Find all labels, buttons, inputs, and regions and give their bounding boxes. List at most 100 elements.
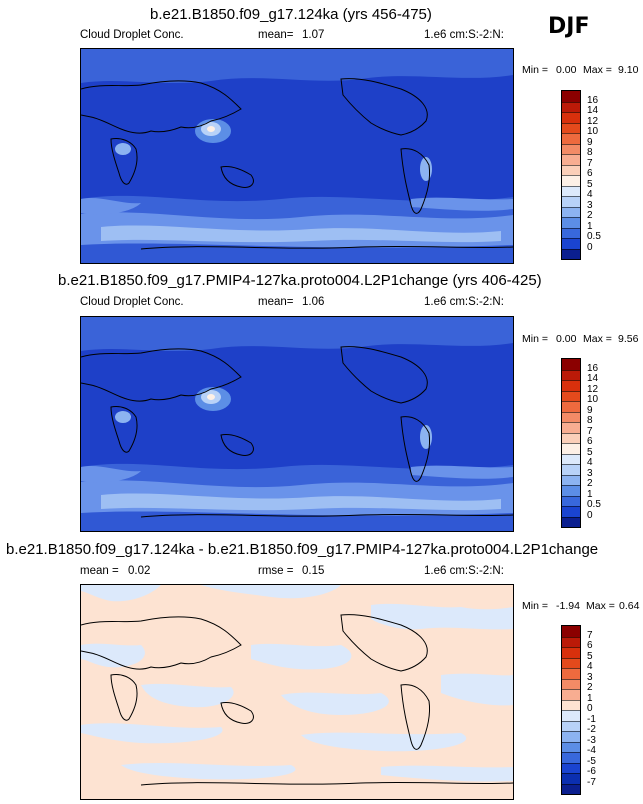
- colorbar-tick-label: 12: [587, 383, 599, 395]
- colorbar-segment: [562, 720, 580, 731]
- panel2-colorbar: [561, 358, 581, 528]
- colorbar-segment: [562, 175, 580, 186]
- colorbar-tick-label: -5: [587, 755, 596, 767]
- colorbar-segment: [562, 206, 580, 217]
- colorbar-segment: [562, 506, 580, 517]
- panel2-max-label: Max =: [583, 333, 612, 345]
- colorbar-segment: [562, 422, 580, 433]
- colorbar-tick-label: 5: [587, 446, 593, 458]
- panel1-mean-value: 1.07: [302, 29, 325, 41]
- colorbar-segment: [562, 464, 580, 475]
- season-label: DJF: [548, 14, 590, 39]
- panel3-min-label: Min =: [522, 600, 548, 612]
- colorbar-segment: [562, 91, 580, 102]
- colorbar-segment: [562, 238, 580, 249]
- colorbar-tick-label: -7: [587, 776, 596, 788]
- colorbar-tick-label: 14: [587, 105, 599, 116]
- colorbar-tick-label: -3: [587, 734, 596, 746]
- panel1-max-label: Max =: [583, 64, 612, 76]
- panel1-min-value: 0.00: [556, 64, 577, 76]
- colorbar-tick-label: 8: [587, 147, 593, 158]
- colorbar-segment: [562, 752, 580, 763]
- panel2-mean-value: 1.06: [302, 296, 325, 308]
- panel3-mean-value: 0.02: [128, 565, 151, 577]
- panel1-variable-label: Cloud Droplet Conc.: [80, 29, 184, 41]
- colorbar-tick-label: 5: [587, 178, 593, 190]
- colorbar-tick-label: -4: [587, 745, 596, 756]
- colorbar-segment: [562, 185, 580, 196]
- colorbar-segment: [562, 699, 580, 710]
- colorbar-segment: [562, 359, 580, 370]
- panel2-max-value: 9.56: [618, 333, 639, 345]
- panel2-min-label: Min =: [522, 333, 548, 345]
- colorbar-segment: [562, 741, 580, 752]
- colorbar-segment: [562, 678, 580, 689]
- panel1-min-label: Min =: [522, 64, 548, 76]
- colorbar-tick-label: -2: [587, 724, 596, 735]
- panel1-map: [80, 48, 514, 264]
- panel2-min-value: 0.00: [556, 333, 577, 345]
- colorbar-segment: [562, 411, 580, 422]
- colorbar-segment: [562, 773, 580, 784]
- panel1-mean-label: mean=: [258, 29, 294, 41]
- panel1-title: b.e21.B1850.f09_g17.124ka (yrs 456-475): [150, 6, 432, 23]
- colorbar-tick-label: 0.5: [587, 499, 601, 510]
- colorbar-segment: [562, 432, 580, 443]
- colorbar-tick-label: 16: [587, 94, 599, 106]
- panel3-max-value: 0.64: [619, 600, 640, 612]
- colorbar-segment: [562, 112, 580, 123]
- colorbar-segment: [562, 474, 580, 485]
- colorbar-tick-label: 2: [587, 478, 593, 489]
- colorbar-segment: [562, 122, 580, 133]
- panel1-max-value: 9.10: [618, 64, 639, 76]
- colorbar-tick-label: 3: [587, 671, 593, 683]
- colorbar-segment: [562, 443, 580, 454]
- colorbar-segment: [562, 626, 580, 637]
- colorbar-segment: [562, 143, 580, 154]
- colorbar-segment: [562, 668, 580, 679]
- colorbar-tick-label: 4: [587, 661, 593, 672]
- colorbar-segment: [562, 783, 580, 794]
- colorbar-segment: [562, 636, 580, 647]
- colorbar-segment: [562, 710, 580, 721]
- colorbar-segment: [562, 196, 580, 207]
- colorbar-tick-label: 12: [587, 115, 599, 127]
- colorbar-tick-label: 0: [587, 703, 593, 714]
- colorbar-tick-label: 4: [587, 457, 593, 468]
- colorbar-tick-label: 7: [587, 157, 593, 169]
- colorbar-tick-label: 2: [587, 682, 593, 693]
- colorbar-segment: [562, 380, 580, 391]
- panel3-units: 1.e6 cm:S:-2:N:: [424, 565, 504, 577]
- colorbar-tick-label: 0: [587, 509, 593, 521]
- colorbar-tick-label: 1: [587, 220, 593, 232]
- colorbar-segment: [562, 762, 580, 773]
- colorbar-tick-label: -1: [587, 713, 596, 725]
- colorbar-tick-label: 1: [587, 488, 593, 500]
- colorbar-segment: [562, 731, 580, 742]
- colorbar-tick-label: 1: [587, 692, 593, 704]
- colorbar-tick-label: 14: [587, 373, 599, 384]
- colorbar-tick-label: 8: [587, 415, 593, 426]
- colorbar-segment: [562, 657, 580, 668]
- colorbar-segment: [562, 647, 580, 658]
- colorbar-tick-label: 6: [587, 168, 593, 179]
- colorbar-tick-label: -6: [587, 766, 596, 777]
- colorbar-segment: [562, 101, 580, 112]
- colorbar-segment: [562, 689, 580, 700]
- colorbar-segment: [562, 227, 580, 238]
- colorbar-segment: [562, 401, 580, 412]
- panel3-rmse-label: rmse =: [258, 565, 294, 577]
- colorbar-tick-label: 4: [587, 189, 593, 200]
- colorbar-tick-label: 5: [587, 650, 593, 662]
- panel3-mean-label: mean =: [80, 565, 119, 577]
- colorbar-tick-label: 9: [587, 404, 593, 416]
- panel3-max-label: Max =: [586, 600, 615, 612]
- colorbar-segment: [562, 154, 580, 165]
- colorbar-segment: [562, 369, 580, 380]
- colorbar-segment: [562, 495, 580, 506]
- colorbar-tick-label: 7: [587, 629, 593, 641]
- colorbar-tick-label: 10: [587, 394, 599, 405]
- panel3-colorbar: [561, 625, 581, 795]
- colorbar-segment: [562, 390, 580, 401]
- colorbar-tick-label: 7: [587, 425, 593, 437]
